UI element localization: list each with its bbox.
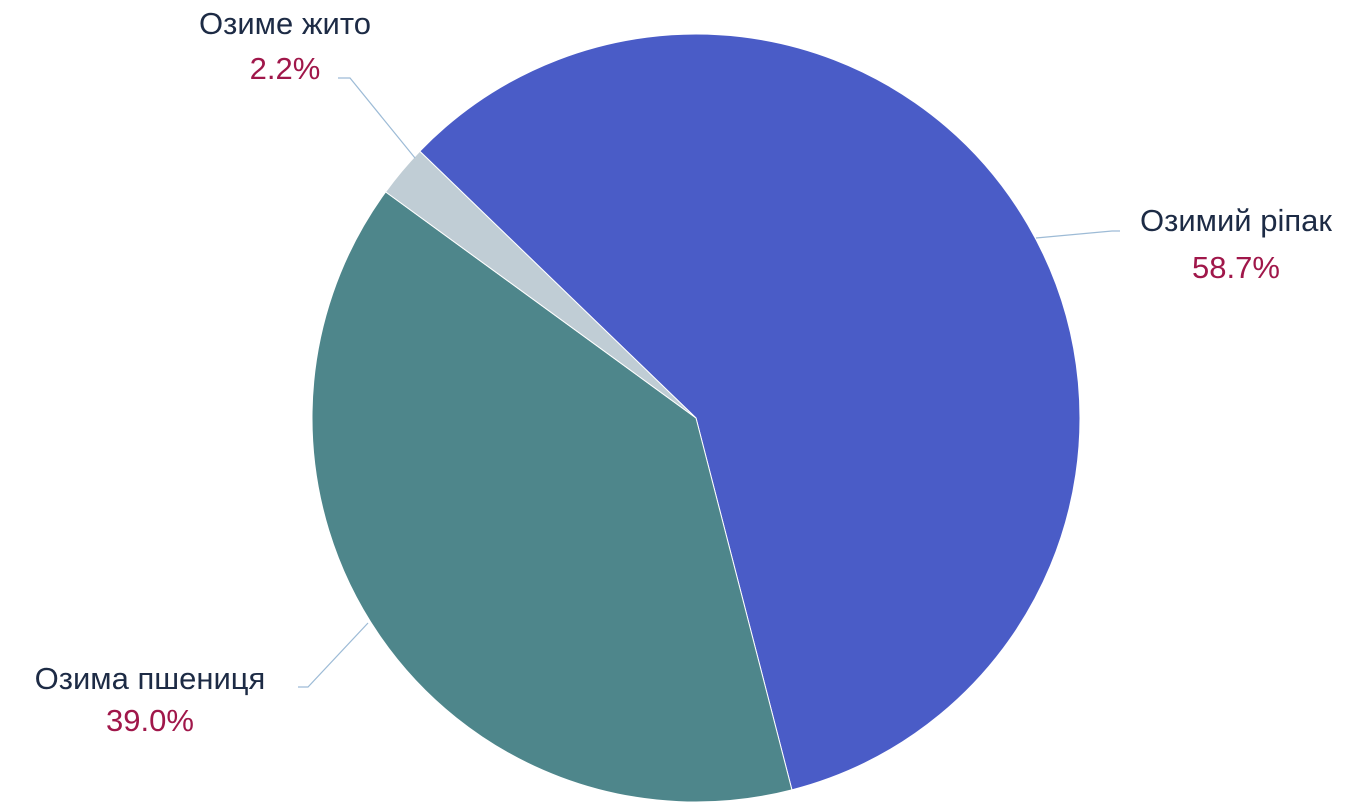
slice-label-rye: Озиме жито xyxy=(199,6,371,41)
slice-value-rapeseed: 58.7% xyxy=(1192,250,1280,285)
pie-slice-wheat xyxy=(311,191,793,803)
slice-label-rapeseed: Озимий ріпак xyxy=(1140,203,1332,238)
slice-label-wheat: Озима пшениця xyxy=(35,661,266,696)
pie-slice-rapeseed xyxy=(419,33,1081,791)
pie-slice-rye xyxy=(384,150,697,419)
leader-line-rye xyxy=(338,77,416,159)
slice-value-rye: 2.2% xyxy=(250,51,321,86)
leader-line-rapeseed xyxy=(1035,230,1120,239)
slice-value-wheat: 39.0% xyxy=(106,703,194,738)
leader-line-wheat xyxy=(298,622,369,688)
pie-slices xyxy=(311,33,1081,803)
